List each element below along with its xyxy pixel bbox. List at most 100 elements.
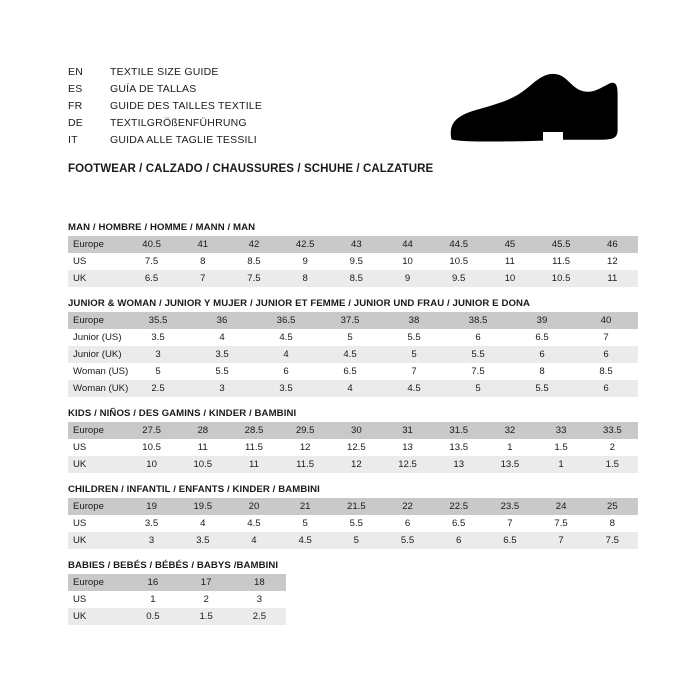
row-label: Europe bbox=[73, 577, 104, 588]
language-title-block: EN TEXTILE SIZE GUIDE ES GUÍA DE TALLAS FR GU… bbox=[68, 64, 628, 149]
size-table-kids: Europe 27.5 28 28.5 29.5 30 31 31.5 32 33 33.5 US 10… bbox=[68, 422, 638, 473]
size-cell: 6 bbox=[603, 383, 609, 394]
size-tables-container: MAN / HOMBRE / HOMME / MANN / MAN Europe 4… bbox=[68, 222, 638, 636]
size-section-babies: BABIES / BEBÉS / BÉBÉS / BABYS /BAMBINI E… bbox=[68, 560, 638, 625]
size-cell: 3 bbox=[219, 383, 225, 394]
size-cell: 5 bbox=[411, 349, 417, 360]
size-cell: 4 bbox=[347, 383, 353, 394]
size-cell: 2.5 bbox=[252, 611, 267, 622]
table-header-row: Europe 19 19.5 20 21 21.5 22 22.5 23.5 24 25 bbox=[68, 498, 638, 515]
section-title: KIDS / NIÑOS / DES GAMINS / KINDER / BAM… bbox=[68, 408, 297, 419]
size-cell: 6.5 bbox=[452, 518, 466, 529]
size-cell: 13 bbox=[402, 442, 413, 453]
size-header-cell: 29.5 bbox=[295, 425, 315, 436]
table-row: Woman (US) 5 5.5 6 6.5 7 7.5 8 8.5 bbox=[68, 363, 638, 380]
size-cell: 7.5 bbox=[554, 518, 568, 529]
size-header-cell: 23.5 bbox=[500, 501, 520, 512]
size-cell: 7.5 bbox=[605, 535, 620, 546]
language-row: EN TEXTILE SIZE GUIDE bbox=[68, 64, 628, 81]
size-header-cell: 31.5 bbox=[449, 425, 469, 436]
size-cell: 7.5 bbox=[247, 273, 261, 284]
size-header-cell: 27.5 bbox=[142, 425, 161, 436]
size-cell: 7 bbox=[603, 332, 609, 343]
language-row: ES GUÍA DE TALLAS bbox=[68, 81, 628, 98]
size-cell: 6.5 bbox=[144, 273, 159, 284]
size-header-cell: 42.5 bbox=[295, 239, 315, 250]
size-cell: 4 bbox=[200, 518, 206, 529]
size-header-cell: 22 bbox=[402, 501, 413, 512]
size-cell: 3 bbox=[256, 594, 263, 605]
size-cell: 1 bbox=[558, 459, 564, 470]
size-cell: 6.5 bbox=[343, 366, 357, 377]
size-cell: 1.5 bbox=[605, 459, 620, 470]
size-cell: 4.5 bbox=[407, 383, 421, 394]
size-cell: 8 bbox=[609, 518, 616, 529]
row-label: US bbox=[73, 518, 87, 529]
size-cell: 4 bbox=[219, 332, 225, 343]
size-cell: 7 bbox=[411, 366, 417, 377]
size-header-cell: 21 bbox=[299, 501, 311, 512]
language-code: ES bbox=[68, 83, 83, 95]
size-header-cell: 43 bbox=[351, 239, 362, 250]
size-header-cell: 36 bbox=[216, 315, 228, 326]
section-title: JUNIOR & WOMAN / JUNIOR Y MUJER / JUNIOR… bbox=[68, 298, 531, 309]
size-cell: 11.5 bbox=[244, 442, 263, 453]
row-label: US bbox=[73, 594, 87, 605]
table-row: US 1 2 3 bbox=[68, 591, 286, 608]
size-header-cell: 36.5 bbox=[276, 315, 296, 326]
size-cell: 5.5 bbox=[407, 332, 421, 343]
size-cell: 4.5 bbox=[279, 332, 293, 343]
size-cell: 5 bbox=[155, 366, 161, 377]
size-cell: 10 bbox=[402, 256, 413, 267]
size-header-cell: 45 bbox=[504, 239, 516, 250]
size-cell: 6 bbox=[283, 366, 289, 377]
size-header-cell: 28 bbox=[197, 425, 209, 436]
size-cell: 11 bbox=[504, 256, 515, 267]
language-code: IT bbox=[68, 134, 78, 146]
size-cell: 12.5 bbox=[347, 442, 366, 453]
size-cell: 8 bbox=[200, 256, 206, 267]
size-header-cell: 46 bbox=[607, 239, 618, 250]
size-cell: 4.5 bbox=[298, 535, 312, 546]
size-cell: 11.5 bbox=[552, 256, 571, 267]
size-cell: 6 bbox=[539, 349, 545, 360]
size-cell: 8 bbox=[302, 273, 308, 284]
size-header-cell: 33.5 bbox=[603, 425, 622, 436]
size-cell: 12 bbox=[351, 459, 362, 470]
size-cell: 3.5 bbox=[151, 332, 165, 343]
size-header-cell: 44.5 bbox=[449, 239, 469, 250]
size-section-man: MAN / HOMBRE / HOMME / MANN / MAN Europe 4… bbox=[68, 222, 638, 287]
size-cell: 11 bbox=[197, 442, 208, 453]
table-row: Junior (UK) 3 3.5 4 4.5 5 5.5 6 6 bbox=[68, 346, 638, 363]
size-cell: 5 bbox=[353, 535, 360, 546]
size-cell: 10.5 bbox=[551, 273, 571, 284]
size-cell: 7 bbox=[200, 273, 206, 284]
size-cell: 6 bbox=[456, 535, 462, 546]
row-label: Woman (US) bbox=[73, 366, 129, 377]
size-header-cell: 30 bbox=[351, 425, 362, 436]
size-cell: 5.5 bbox=[215, 366, 229, 377]
size-cell: 8.5 bbox=[599, 366, 613, 377]
table-row: US 7.5 8 8.5 9 9.5 10 10.5 11 11.5 12 bbox=[68, 253, 638, 270]
dress-shoe-silhouette-icon bbox=[443, 73, 623, 158]
size-section-junior-woman: JUNIOR & WOMAN / JUNIOR Y MUJER / JUNIOR… bbox=[68, 298, 638, 397]
size-cell: 12 bbox=[299, 442, 311, 453]
language-guide-title: GUIDE DES TAILLES TEXTILE bbox=[110, 100, 263, 112]
size-cell: 10.5 bbox=[449, 256, 469, 267]
size-cell: 9.5 bbox=[452, 273, 466, 284]
size-header-cell: 35.5 bbox=[148, 315, 168, 326]
language-code: EN bbox=[68, 66, 83, 78]
size-cell: 1.5 bbox=[554, 442, 568, 453]
table-row: UK 0.5 1.5 2.5 bbox=[68, 608, 286, 625]
size-header-cell: 45.5 bbox=[551, 239, 571, 250]
size-cell: 3 bbox=[148, 535, 155, 546]
size-cell: 6.5 bbox=[503, 535, 517, 546]
size-cell: 13.5 bbox=[500, 459, 520, 470]
size-table-babies: Europe 16 17 18 US 1 2 3 UK 0.5 1.5 2.5 bbox=[68, 574, 286, 625]
size-cell: 8.5 bbox=[247, 256, 261, 267]
row-label: US bbox=[73, 442, 87, 453]
size-cell: 13 bbox=[453, 459, 465, 470]
size-cell: 6 bbox=[404, 518, 411, 529]
size-cell: 6 bbox=[603, 349, 609, 360]
size-cell: 1.5 bbox=[199, 611, 213, 622]
